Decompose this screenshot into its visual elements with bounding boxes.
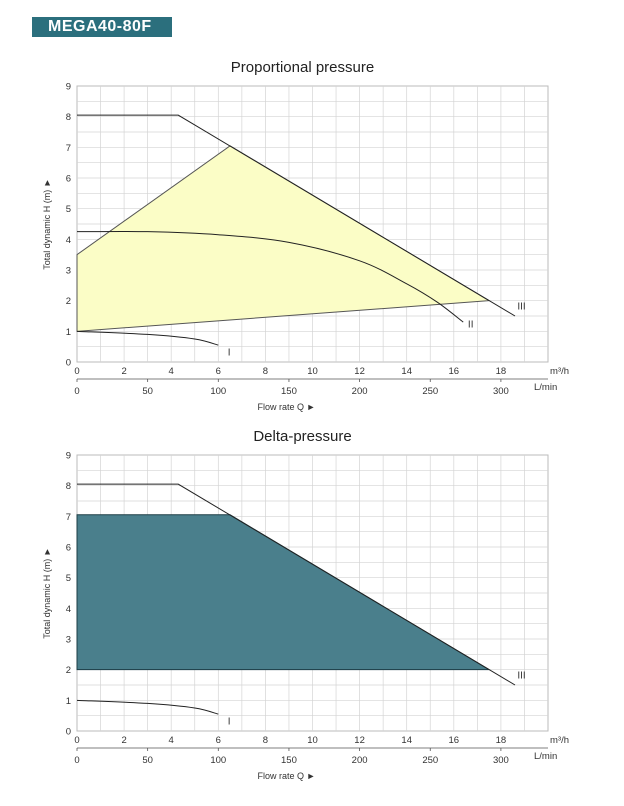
y-tick-label: 4 <box>66 604 71 615</box>
y-tick-label: 9 <box>66 82 71 93</box>
x2-tick-label: 50 <box>142 755 153 766</box>
curve-iii <box>77 114 516 317</box>
curve-label-iii: III <box>517 301 525 312</box>
model-badge: MEGA40-80F <box>32 17 172 37</box>
y-tick-label: 5 <box>66 573 71 584</box>
x2-tick-label: 300 <box>493 386 509 397</box>
chart-title: Delta-pressure <box>253 428 351 445</box>
y-tick-label: 7 <box>66 512 71 523</box>
y-tick-label: 1 <box>66 327 71 338</box>
x-tick-label: 10 <box>307 366 318 377</box>
y-tick-label: 0 <box>66 358 71 369</box>
y-tick-label: 2 <box>66 296 71 307</box>
curve-label-i: I <box>228 347 231 358</box>
y-tick-label: 5 <box>66 204 71 215</box>
curve-label-i: I <box>228 716 231 727</box>
x-units-label: m³/h <box>550 735 569 746</box>
y-tick-label: 1 <box>66 696 71 707</box>
x-tick-label: 14 <box>401 366 412 377</box>
x2-tick-label: 100 <box>210 755 226 766</box>
x-axis-label: Flow rate Q ► <box>258 771 316 781</box>
x-tick-label: 18 <box>496 366 507 377</box>
x2-units-label: L/min <box>534 751 557 762</box>
y-tick-label: 3 <box>66 266 71 277</box>
x2-tick-label: 0 <box>74 755 79 766</box>
y-axis-label: Total dynamic H (m) ► <box>42 547 52 638</box>
y-tick-label: 4 <box>66 235 71 246</box>
y-tick-label: 8 <box>66 481 71 492</box>
x-tick-label: 2 <box>121 366 126 377</box>
x-units-label: m³/h <box>550 366 569 377</box>
x2-tick-label: 250 <box>422 755 438 766</box>
x-tick-label: 10 <box>307 735 318 746</box>
x-tick-label: 0 <box>74 366 79 377</box>
curve-ii <box>76 230 464 323</box>
x-tick-label: 14 <box>401 735 412 746</box>
x-tick-label: 8 <box>263 735 268 746</box>
curve-label-iii: III <box>517 670 525 681</box>
x2-tick-label: 150 <box>281 386 297 397</box>
y-tick-label: 2 <box>66 665 71 676</box>
x-tick-label: 0 <box>74 735 79 746</box>
x2-tick-label: 50 <box>142 386 153 397</box>
x-tick-label: 16 <box>449 366 460 377</box>
x-tick-label: 18 <box>496 735 507 746</box>
x-tick-label: 12 <box>354 366 365 377</box>
x-tick-label: 16 <box>449 735 460 746</box>
x-tick-label: 6 <box>216 735 221 746</box>
chart-title: Proportional pressure <box>231 59 374 76</box>
x-tick-label: 8 <box>263 366 268 377</box>
x-tick-label: 2 <box>121 735 126 746</box>
y-tick-label: 7 <box>66 143 71 154</box>
x2-tick-label: 100 <box>210 386 226 397</box>
y-tick-label: 3 <box>66 635 71 646</box>
curve-iii <box>77 483 516 686</box>
curve-i <box>76 330 219 346</box>
x-tick-label: 6 <box>216 366 221 377</box>
x-tick-label: 12 <box>354 735 365 746</box>
x2-units-label: L/min <box>534 382 557 393</box>
y-axis-label: Total dynamic H (m) ► <box>42 178 52 269</box>
x-axis-label: Flow rate Q ► <box>258 402 316 412</box>
x-tick-label: 4 <box>169 366 174 377</box>
y-tick-label: 9 <box>66 451 71 462</box>
y-tick-label: 0 <box>66 727 71 738</box>
x2-tick-label: 200 <box>352 755 368 766</box>
x2-tick-label: 150 <box>281 755 297 766</box>
x2-tick-label: 200 <box>352 386 368 397</box>
x2-tick-label: 300 <box>493 755 509 766</box>
x2-tick-label: 0 <box>74 386 79 397</box>
y-tick-label: 6 <box>66 543 71 554</box>
x-tick-label: 4 <box>169 735 174 746</box>
y-tick-label: 6 <box>66 174 71 185</box>
x2-tick-label: 250 <box>422 386 438 397</box>
y-tick-label: 8 <box>66 112 71 123</box>
curve-label-ii: II <box>468 320 474 331</box>
curve-i <box>76 699 219 715</box>
